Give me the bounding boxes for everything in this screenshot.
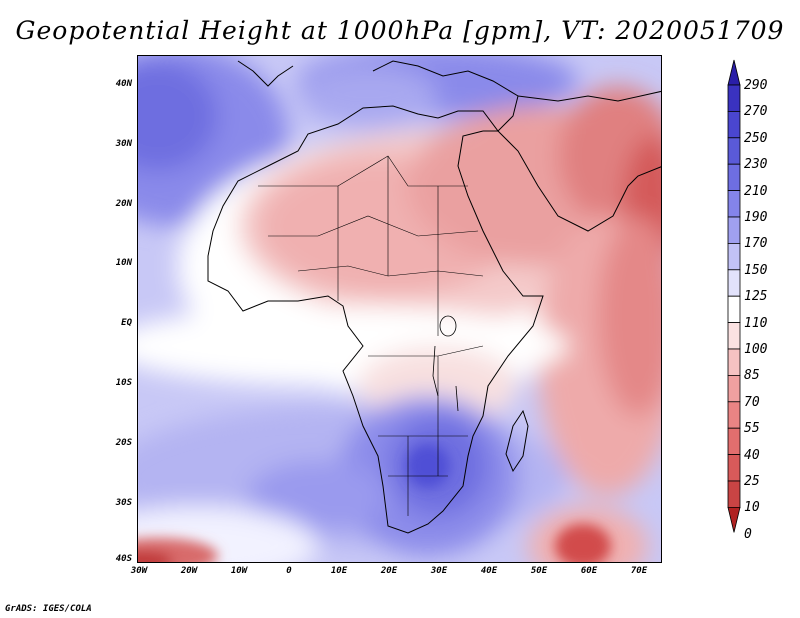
colorbar-label-150: 150 bbox=[744, 262, 768, 278]
lake-tanganyika bbox=[432, 345, 439, 397]
madagascar-coast bbox=[505, 409, 529, 473]
colorbar-swatch bbox=[727, 163, 741, 191]
lon-label-20w: 20W bbox=[180, 566, 198, 576]
colorbar-label-210: 210 bbox=[744, 183, 768, 199]
asia-coast bbox=[517, 90, 661, 102]
colorbar-swatch bbox=[727, 295, 741, 323]
colorbar-label-100: 100 bbox=[744, 342, 768, 357]
colorbar-label-0: 0 bbox=[744, 526, 752, 542]
colorbar-swatch bbox=[727, 480, 741, 508]
colorbar-swatch bbox=[727, 242, 741, 271]
coastlines bbox=[207, 60, 661, 534]
colorbar-swatch bbox=[727, 216, 741, 244]
lon-label-60e: 60E bbox=[580, 566, 598, 576]
country-borders bbox=[258, 155, 484, 516]
colorbar-swatch bbox=[727, 374, 741, 403]
lon-label-40e: 40E bbox=[480, 566, 498, 576]
lon-label-50e: 50E bbox=[530, 566, 548, 576]
lake-victoria bbox=[439, 315, 457, 337]
colorbar-label-290: 290 bbox=[744, 78, 768, 93]
lon-label-30e: 30E bbox=[430, 566, 448, 576]
grads-credit: GrADS: IGES/COLA bbox=[5, 604, 92, 614]
lat-label-20s: 20S bbox=[115, 437, 132, 448]
geopotential-map bbox=[138, 56, 661, 562]
iberia-coast bbox=[237, 60, 294, 87]
lake-malawi bbox=[455, 385, 459, 412]
colorbar-label-25: 25 bbox=[744, 474, 760, 489]
lon-label-10w: 10W bbox=[230, 566, 248, 576]
border-south-meridians bbox=[407, 356, 439, 516]
colorbar-label-10: 10 bbox=[744, 500, 760, 516]
lat-label-30s: 30S bbox=[115, 497, 132, 508]
colorbar-label-40: 40 bbox=[744, 447, 760, 463]
colorbar-min-arrow bbox=[727, 506, 741, 533]
border-meridians bbox=[337, 156, 439, 336]
colorbar-label-250: 250 bbox=[744, 130, 768, 146]
lat-label-eq: EQ bbox=[121, 318, 132, 329]
colorbar-swatch bbox=[727, 348, 741, 376]
colorbar-swatch bbox=[727, 137, 741, 165]
africa-coast bbox=[207, 60, 544, 534]
colorbar-swatch bbox=[727, 427, 741, 456]
lat-label-10n: 10N bbox=[115, 258, 132, 269]
lon-label-30w: 30W bbox=[130, 566, 148, 576]
map-title: Geopotential Height at 1000hPa [gpm], VT… bbox=[15, 16, 785, 45]
lat-label-30n: 30N bbox=[115, 138, 132, 149]
colorbar-swatch bbox=[727, 454, 741, 482]
colorbar-swatch bbox=[727, 190, 741, 218]
colorbar-label-270: 270 bbox=[744, 104, 768, 120]
lon-label-20e: 20E bbox=[380, 566, 398, 576]
colorbar-label-70: 70 bbox=[744, 394, 760, 410]
colorbar-swatch bbox=[727, 111, 741, 139]
arabia-coast bbox=[483, 130, 661, 232]
colorbar-label-85: 85 bbox=[744, 368, 760, 384]
colorbar-label-230: 230 bbox=[744, 157, 768, 173]
lat-label-20n: 20N bbox=[115, 198, 132, 209]
colorbar-swatch bbox=[727, 401, 741, 429]
colorbar-max-arrow bbox=[727, 59, 741, 86]
lat-label-10s: 10S bbox=[115, 378, 132, 388]
colorbar-label-110: 110 bbox=[744, 315, 768, 331]
lon-label-10e: 10E bbox=[330, 566, 348, 576]
map-panel[interactable] bbox=[137, 55, 662, 563]
colorbar-swatch bbox=[727, 322, 741, 350]
lon-label-70e: 70E bbox=[630, 566, 648, 576]
lat-label-40s: 40S bbox=[115, 554, 132, 565]
lat-label-40n: 40N bbox=[115, 79, 132, 89]
field-extremes bbox=[138, 444, 611, 562]
colorbar-swatch bbox=[727, 269, 741, 297]
colorbar bbox=[727, 59, 741, 533]
colorbar-label-170: 170 bbox=[744, 236, 768, 252]
colorbar-label-125: 125 bbox=[744, 289, 768, 305]
lakes bbox=[432, 315, 459, 412]
lon-label-0: 0 bbox=[286, 566, 292, 576]
colorbar-label-190: 190 bbox=[744, 210, 768, 225]
colorbar-label-55: 55 bbox=[744, 421, 760, 437]
colorbar-swatch bbox=[727, 84, 741, 112]
